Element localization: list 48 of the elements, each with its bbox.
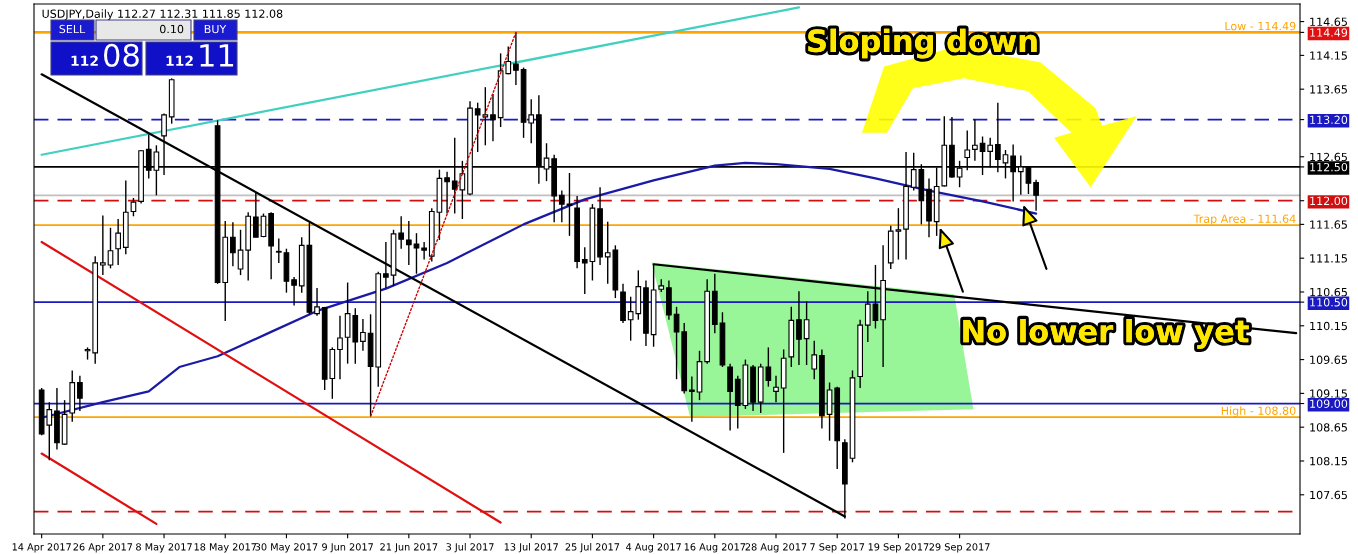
x-tick-label: 19 Sep 2017 xyxy=(868,543,929,553)
y-tick-label: 111.65 xyxy=(1310,220,1347,229)
y-tick-label: 108.65 xyxy=(1310,423,1347,432)
ref-line-label: High - 108.80 xyxy=(1221,406,1296,418)
y-tick-label: 107.65 xyxy=(1310,490,1347,500)
y-tick-label: 108.15 xyxy=(1310,456,1347,466)
x-tick-label: 7 Sep 2017 xyxy=(810,543,865,553)
y-tick-label: 114.65 xyxy=(1310,17,1347,26)
annotation: No lower low yet xyxy=(963,318,1249,349)
x-tick-label: 9 Jun 2017 xyxy=(322,543,373,553)
x-tick-label: 3 Jul 2017 xyxy=(446,543,494,553)
x-tick-label: 4 Aug 2017 xyxy=(626,543,681,553)
y-tick-label: 112.00 xyxy=(1310,196,1348,206)
y-tick-label: 109.00 xyxy=(1310,399,1348,408)
y-tick-label: 114.15 xyxy=(1310,51,1347,60)
y-tick-label: 111.15 xyxy=(1310,254,1347,263)
y-tick-label: 113.65 xyxy=(1310,85,1347,94)
y-tick-label: 112.65 xyxy=(1310,152,1347,162)
x-tick-label: 26 Apr 2017 xyxy=(73,543,133,553)
y-tick-label: 109.65 xyxy=(1310,355,1347,364)
x-tick-label: 29 Sep 2017 xyxy=(929,543,990,553)
x-tick-label: 25 Jul 2017 xyxy=(565,543,620,553)
x-tick-label: 18 May 2017 xyxy=(194,543,257,553)
y-tick-label: 110.15 xyxy=(1310,321,1347,331)
y-tick-label: 110.50 xyxy=(1310,298,1348,307)
y-tick-label: 112.50 xyxy=(1310,162,1348,172)
x-tick-label: 14 Apr 2017 xyxy=(12,543,71,553)
x-tick-label: 16 Aug 2017 xyxy=(684,543,746,553)
annotation: 08 xyxy=(104,43,139,67)
x-tick-label: 8 May 2017 xyxy=(136,543,192,553)
annotation: 11 xyxy=(200,44,234,67)
annotation: 0.10 xyxy=(159,24,184,34)
ref-line-label: Trap Area - 111.64 xyxy=(1193,214,1296,226)
annotation: Sloping down xyxy=(808,28,1037,59)
y-tick-label: 114.49 xyxy=(1310,28,1348,37)
y-tick-label: 113.20 xyxy=(1310,115,1348,124)
chart-title: USDJPY,Daily 112.27 112.31 111.85 112.08 xyxy=(42,9,283,21)
x-tick-label: 28 Aug 2017 xyxy=(745,543,807,553)
annotation: BUY xyxy=(204,24,227,34)
x-tick-label: 21 Jun 2017 xyxy=(380,543,438,553)
y-tick-label: 110.65 xyxy=(1310,287,1347,297)
annotation: 112 xyxy=(71,55,98,66)
x-tick-label: 30 May 2017 xyxy=(255,543,318,553)
x-tick-label: 13 Jul 2017 xyxy=(504,543,558,553)
annotation: SELL xyxy=(59,24,86,34)
y-tick-label: 109.15 xyxy=(1310,389,1347,398)
annotation: 112 xyxy=(166,55,193,66)
ref-line-label: Low - 114.49 xyxy=(1225,21,1296,31)
